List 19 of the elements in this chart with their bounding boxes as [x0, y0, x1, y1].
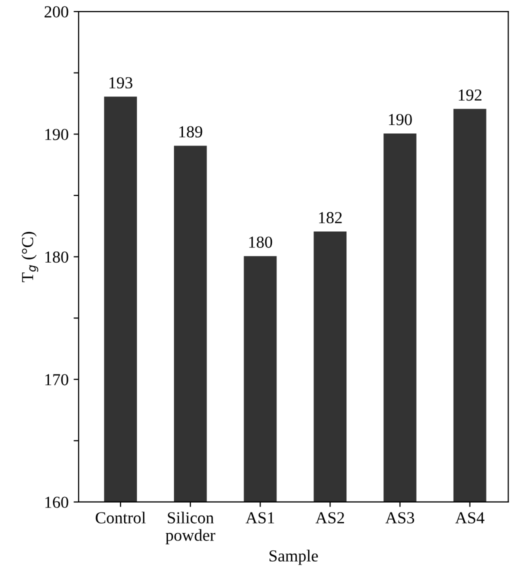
data-label: 180	[249, 236, 272, 248]
y-tick-label: 180	[45, 251, 68, 263]
x-tick-label: Control	[96, 512, 146, 524]
y-tick-label: 170	[45, 374, 68, 386]
x-tick-label: AS4	[455, 512, 484, 524]
x-tick-label: Silicon powder	[166, 512, 216, 544]
x-tick-label: AS3	[385, 512, 414, 524]
x-axis-title: Sample	[270, 550, 318, 565]
data-label: 189	[179, 126, 202, 138]
y-axis-title: T$_{g}$ (°C)	[21, 232, 38, 282]
x-tick-label: AS2	[315, 512, 344, 524]
y-tick-label: 160	[45, 496, 68, 508]
y-tick-label: 190	[45, 128, 68, 140]
data-label: 193	[109, 77, 132, 88]
x-tick-label: AS1	[246, 512, 274, 524]
data-label: 190	[388, 114, 412, 126]
data-label: 192	[458, 89, 482, 101]
data-label: 182	[319, 212, 342, 224]
y-tick-label: 200	[44, 6, 68, 18]
